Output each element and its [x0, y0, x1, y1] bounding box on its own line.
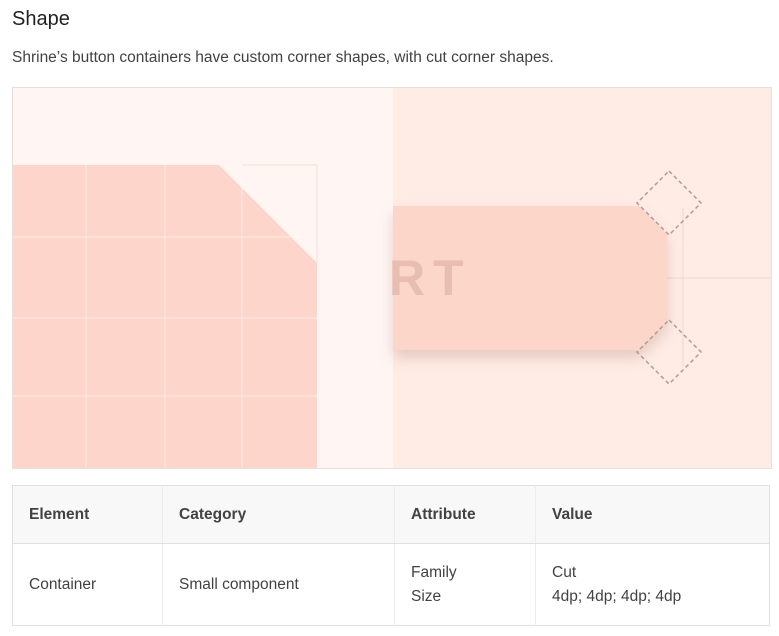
bottom-corner-diamond	[635, 318, 703, 386]
cut-corner-button	[393, 206, 667, 350]
cell-category: Small component	[162, 543, 395, 626]
top-corner-diamond	[635, 169, 703, 237]
value-size: 4dp; 4dp; 4dp; 4dp	[552, 587, 682, 605]
attribute-family: Family	[411, 563, 457, 581]
header-attribute: Attribute	[394, 485, 536, 544]
section-title: Shape	[12, 8, 70, 30]
cell-element: Container	[12, 543, 163, 626]
table-header-row: Element Category Attribute Value	[12, 485, 770, 544]
value-family: Cut	[552, 563, 577, 581]
header-value: Value	[535, 485, 770, 544]
cut-corner-shape-closeup	[13, 164, 318, 468]
cell-attribute: Family Size	[394, 543, 536, 626]
button-label: RT	[389, 248, 469, 308]
shape-illustration-svg	[13, 88, 771, 468]
shape-illustration: RT	[12, 87, 772, 469]
header-category: Category	[162, 485, 395, 544]
attribute-size: Size	[411, 587, 442, 605]
header-element: Element	[12, 485, 163, 544]
shape-spec-table: Element Category Attribute Value Contain…	[12, 485, 770, 626]
table-row: Container Small component Family Size Cu…	[12, 543, 770, 626]
cell-value: Cut 4dp; 4dp; 4dp; 4dp	[536, 544, 770, 626]
corner-diamond-markers	[635, 169, 703, 386]
button-label-text: RT	[389, 250, 472, 306]
section-description: Shrine’s button containers have custom c…	[12, 49, 554, 66]
